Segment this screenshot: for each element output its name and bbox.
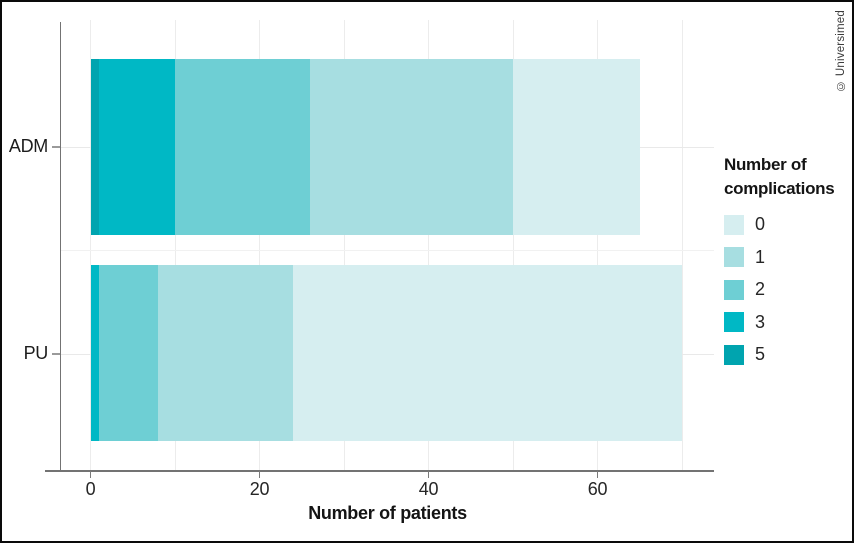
y-tick-pu bbox=[52, 353, 60, 355]
x-tick-40 bbox=[427, 471, 430, 478]
legend-title-line1: Number of bbox=[724, 155, 807, 174]
legend-label-3: 3 bbox=[755, 311, 766, 332]
gridline-x-20 bbox=[259, 20, 260, 471]
legend-item-0: 0 bbox=[724, 208, 849, 241]
legend-label-5: 5 bbox=[755, 344, 766, 364]
x-tick-label-60: 60 bbox=[587, 479, 608, 499]
legend-label-0: 0 bbox=[755, 214, 766, 234]
gridline-x-10 bbox=[174, 20, 176, 471]
gridline-x-50 bbox=[512, 20, 514, 471]
legend-label-2: 2 bbox=[755, 279, 766, 299]
bar-adm-segment-5 bbox=[90, 59, 99, 235]
bar-pu-segment-2 bbox=[98, 265, 159, 441]
legend-title-line2: complications bbox=[724, 179, 835, 199]
bar-adm-segment-3 bbox=[98, 59, 175, 235]
bar-adm-segment-0 bbox=[513, 59, 640, 235]
x-tick-label-0: 0 bbox=[85, 479, 96, 499]
gridline-x-60 bbox=[597, 20, 598, 471]
bar-pu-segment-0 bbox=[293, 265, 682, 441]
legend-swatch-3 bbox=[724, 312, 744, 332]
legend-item-2: 2 bbox=[724, 273, 849, 306]
gridline-x-70 bbox=[681, 20, 683, 471]
y-tick-adm bbox=[52, 146, 60, 148]
x-tick-label-40: 40 bbox=[418, 479, 439, 499]
gridline-minor-mid bbox=[61, 250, 714, 251]
bar-adm-segment-2 bbox=[175, 59, 311, 235]
gridline-x-30 bbox=[343, 20, 345, 471]
gridline-x-0 bbox=[90, 20, 91, 471]
category-label-adm: ADM bbox=[8, 136, 48, 156]
legend-swatch-1 bbox=[724, 247, 744, 267]
x-tick-20 bbox=[258, 471, 261, 478]
legend-item-3: 3 bbox=[724, 306, 849, 339]
legend: Number of complications 0 1 2 3 5 bbox=[724, 153, 849, 371]
bar-adm-segment-1 bbox=[310, 59, 513, 235]
x-tick-0 bbox=[89, 471, 92, 478]
legend-swatch-5 bbox=[724, 344, 744, 365]
legend-swatch-0 bbox=[724, 214, 744, 235]
x-tick-label-20: 20 bbox=[249, 479, 270, 499]
x-axis-line bbox=[45, 470, 714, 472]
legend-items: 0 1 2 3 5 bbox=[724, 208, 849, 371]
legend-label-1: 1 bbox=[755, 246, 766, 267]
gridline-x-40 bbox=[428, 20, 429, 471]
x-axis-title: Number of patients bbox=[308, 503, 467, 523]
legend-title: Number of complications bbox=[724, 153, 849, 201]
category-label-pu: PU bbox=[23, 343, 49, 363]
x-tick-60 bbox=[596, 471, 599, 478]
legend-item-1: 1 bbox=[724, 241, 849, 274]
bar-pu-segment-1 bbox=[158, 265, 294, 441]
y-axis-line bbox=[59, 22, 61, 471]
copyright-text: © Universimed bbox=[835, 10, 847, 92]
legend-item-5: 5 bbox=[724, 338, 849, 371]
legend-swatch-2 bbox=[724, 279, 744, 300]
bar-pu-segment-3 bbox=[90, 265, 99, 441]
